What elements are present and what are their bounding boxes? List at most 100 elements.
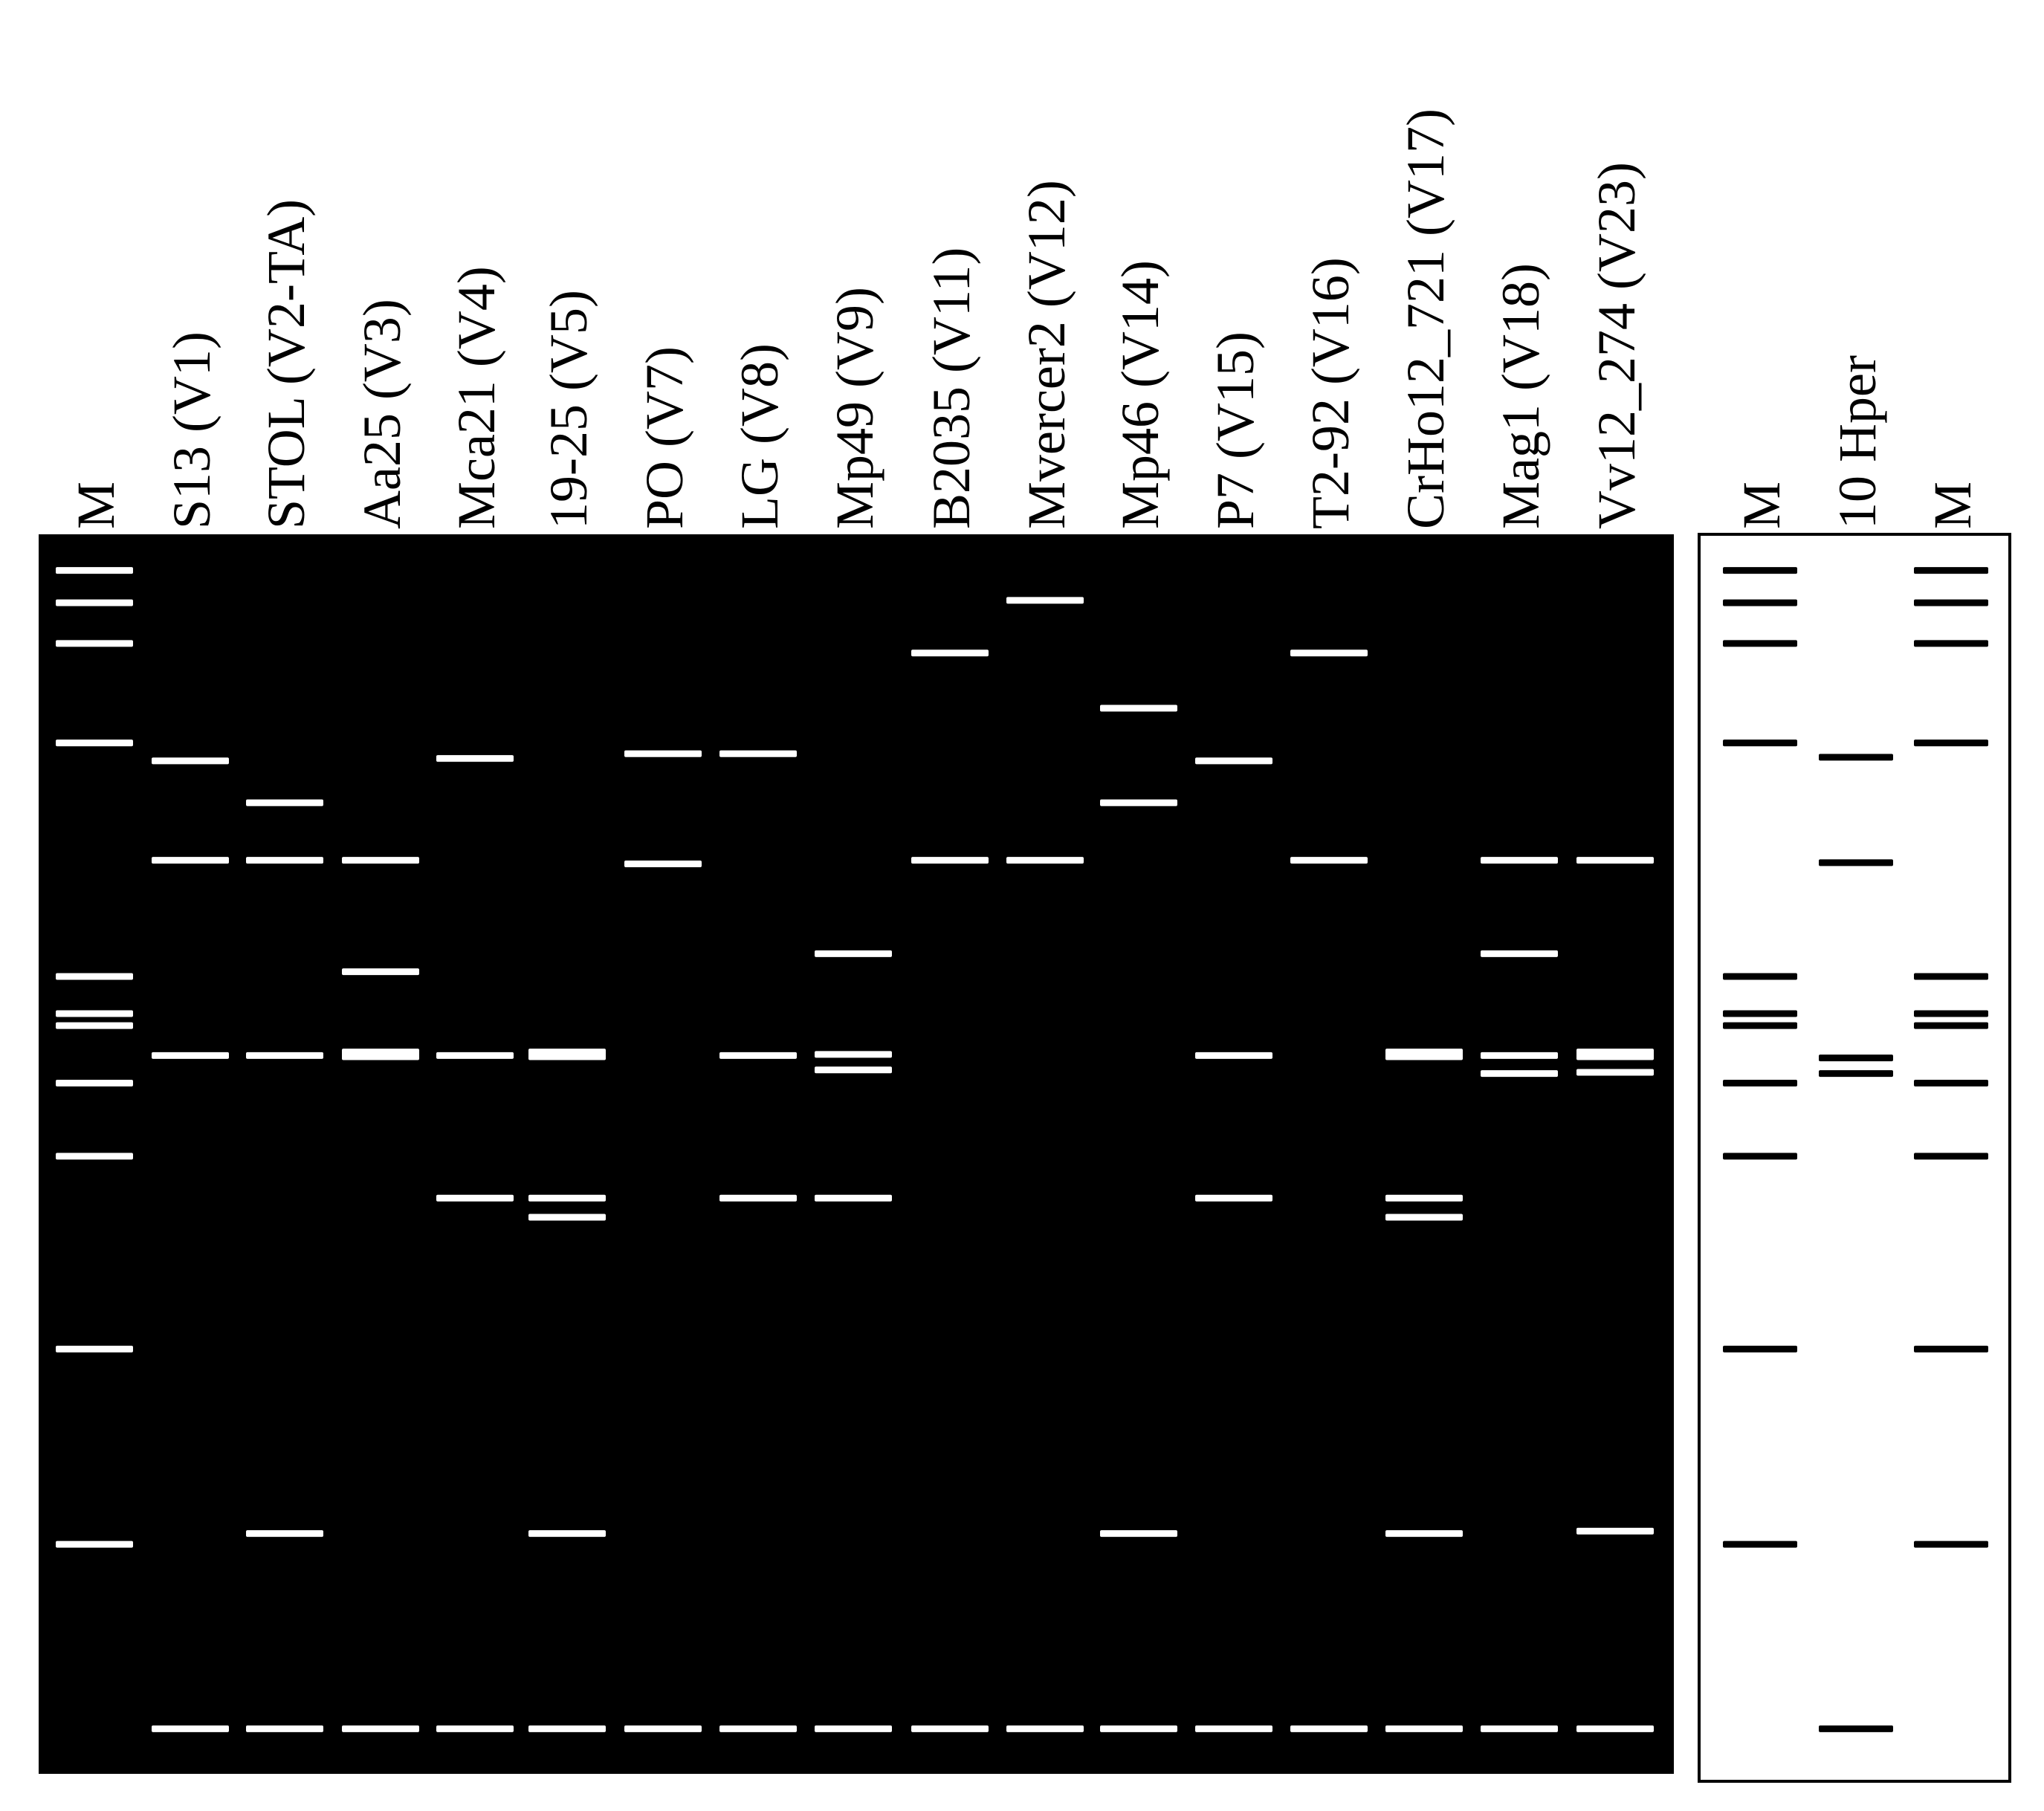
gel-band [246, 1530, 323, 1538]
diagram-band [1914, 1541, 1988, 1548]
gel-band [1481, 950, 1558, 957]
diagram-band [1723, 739, 1797, 747]
gel-band [1100, 704, 1177, 712]
gel-lane-labels: M S13 (V1) STOL (V2-TA) Aa25 (V3) Mca21 (V4)… [66, 108, 1646, 529]
diagram-band [1914, 1153, 1988, 1160]
gel-band [56, 1541, 133, 1548]
diagram-band [1914, 567, 1988, 574]
diagram-band [1723, 567, 1797, 574]
diagram-lane-label: M [1732, 482, 1791, 529]
gel-band [1006, 597, 1084, 604]
gel-lane-label: Mvercer2 (V12) [1017, 180, 1076, 529]
gel-band [815, 1066, 892, 1074]
gel-band [1481, 1070, 1558, 1078]
gel-band [1290, 857, 1368, 864]
gel-band [56, 567, 133, 574]
diagram-band [1723, 1010, 1797, 1017]
gel-band [1576, 857, 1654, 864]
gel-band [56, 1022, 133, 1029]
gel-lane-label: B2035 (V11) [922, 247, 981, 529]
diagram-band [1914, 973, 1988, 980]
gel-band [56, 599, 133, 606]
gel-band [1385, 1053, 1463, 1060]
gel-band [528, 1194, 606, 1202]
gel-band [911, 649, 989, 657]
gel-band [342, 1725, 419, 1732]
diagram-lane-label: M [1923, 482, 1982, 529]
gel-band [246, 857, 323, 864]
diagram-band [1723, 1153, 1797, 1160]
gel-band [1576, 1053, 1654, 1060]
diagram-band [1914, 599, 1988, 606]
gel-band [1100, 1725, 1177, 1732]
gel-band [56, 1010, 133, 1017]
diagram-band [1819, 1054, 1893, 1062]
gel-band [1576, 1069, 1654, 1076]
gel-band [152, 857, 229, 864]
gel-band [815, 1194, 892, 1202]
gel-band [719, 1052, 797, 1059]
gel-band [1481, 1052, 1558, 1059]
gel-lane-label: CrHo12_721 (V17) [1396, 108, 1455, 529]
diagram-band [1914, 1022, 1988, 1029]
gel-bands [56, 567, 1654, 1732]
gel-band [911, 857, 989, 864]
gel-band [152, 757, 229, 765]
gel-lane-label: PO (V7) [635, 346, 694, 529]
diagram-band [1723, 973, 1797, 980]
diagram-band [1914, 1010, 1988, 1017]
gel-band [1195, 757, 1272, 765]
gel-band [56, 1345, 133, 1352]
gel-band [1195, 1725, 1272, 1732]
gel-band [528, 1725, 606, 1732]
gel-band [815, 1725, 892, 1732]
gel-band [56, 640, 133, 647]
diagram-band [1723, 599, 1797, 606]
diagram-band [1914, 640, 1988, 647]
gel-band [1100, 1530, 1177, 1538]
gel-band [1576, 1725, 1654, 1732]
diagram-band [1914, 739, 1988, 747]
gel-band [1100, 799, 1177, 806]
gel-band [342, 1053, 419, 1060]
gel-band [436, 1194, 514, 1202]
gel-lane-label: LG (V8) [730, 343, 789, 529]
gel-lane-label: T2-92 (V16) [1301, 257, 1360, 529]
gel-band [1385, 1725, 1463, 1732]
diagram-band [1723, 1022, 1797, 1029]
gel-band [528, 1530, 606, 1538]
gel-panel [39, 534, 1674, 1774]
diagram-band [1914, 1345, 1988, 1352]
gel-band [436, 1725, 514, 1732]
diagram-band [1819, 754, 1893, 761]
gel-band [246, 799, 323, 806]
diagram-band [1914, 1080, 1988, 1087]
gel-band [528, 1214, 606, 1221]
diagram-lane-label: 10 Hper [1828, 355, 1887, 529]
gel-band [1385, 1214, 1463, 1221]
diagram-band [1819, 1070, 1893, 1078]
gel-band [1481, 1725, 1558, 1732]
gel-lane-label: STOL (V2-TA) [256, 199, 316, 529]
gel-band [719, 1725, 797, 1732]
gel-band [1385, 1194, 1463, 1202]
gel-lane-label: Mca21 (V4) [447, 266, 506, 529]
gel-band [246, 1725, 323, 1732]
gel-band [1006, 857, 1084, 864]
diagram-lane-labels: M 10 Hper M [1732, 355, 1982, 529]
diagram-band [1723, 1080, 1797, 1087]
gel-band [436, 755, 514, 762]
gel-band [1195, 1194, 1272, 1202]
gel-band [624, 1725, 702, 1732]
gel-band [1385, 1530, 1463, 1538]
gel-band [56, 973, 133, 980]
diagram-band [1819, 1725, 1893, 1732]
gel-band [152, 1725, 229, 1732]
diagram-band [1723, 1541, 1797, 1548]
gel-band [436, 1052, 514, 1059]
gel-band [342, 968, 419, 976]
diagram-band [1723, 640, 1797, 647]
diagram-bands [1723, 567, 1988, 1732]
diagram-band [1819, 859, 1893, 866]
